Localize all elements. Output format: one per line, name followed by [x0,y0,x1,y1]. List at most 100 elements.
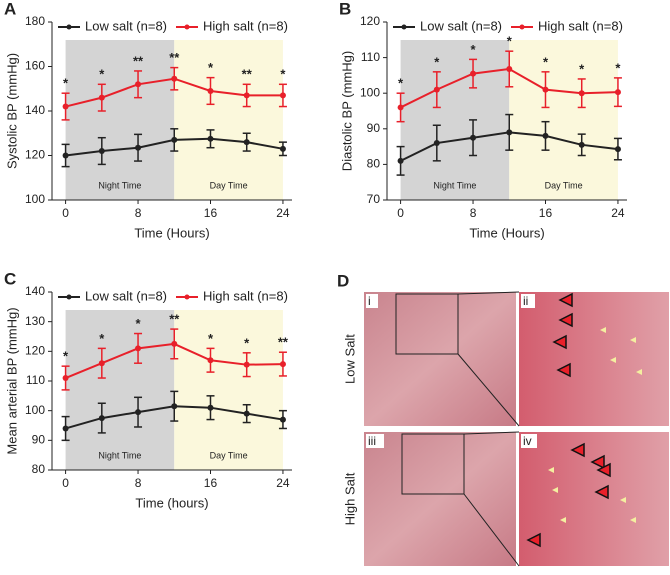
point [433,140,440,147]
histology-image [519,292,669,426]
label-box [521,434,537,448]
y-axis-label: Systolic BP (mmHg) [4,53,19,169]
x-tick-label: 0 [62,206,69,220]
point [171,75,178,82]
y-tick-label: 160 [25,59,45,73]
x-tick-label: 0 [397,206,404,220]
point [397,157,404,164]
x-tick-label: 24 [276,206,290,220]
y-tick-label: 180 [25,14,45,28]
legend-label: Low salt (n=8) [420,18,502,33]
significance: ** [242,67,253,82]
histology-image [364,432,516,566]
legend-marker [184,24,190,30]
shaded-region [65,40,175,200]
x-tick-label: 16 [539,206,553,220]
point [207,357,214,364]
y-tick-label: 110 [26,373,45,387]
histology-panel: D i ii iii iv Low Salt High Salt [337,271,669,567]
y-tick-label: 110 [361,50,380,64]
x-tick-label: 8 [135,476,142,490]
zoom-box [401,433,465,495]
y-tick-label: 140 [25,103,45,117]
significance: * [579,61,585,76]
histology-image [519,432,669,566]
point [243,410,250,417]
point [279,145,286,152]
point [243,92,250,99]
zoom-line [463,431,520,435]
point [62,375,69,382]
image-label: i [368,294,371,308]
point [506,129,513,136]
y-tick-label: 130 [25,314,45,328]
row-label: Low Salt [342,334,357,384]
y-tick-label: 80 [32,462,46,476]
significance: ** [133,53,144,68]
shaded-label: Night Time [98,450,141,460]
panel-letter: C [4,269,16,288]
panel-letter: A [4,0,16,18]
x-tick-label: 24 [611,206,625,220]
point [433,86,440,93]
y-tick-label: 140 [25,284,45,298]
point [243,139,250,146]
legend-marker [401,24,407,30]
shaded-label: Night Time [433,180,476,190]
point [614,146,621,153]
x-tick-label: 8 [135,206,142,220]
shaded-region [174,40,283,200]
image-label: ii [523,294,528,308]
significance: * [434,54,440,69]
point [135,345,142,352]
zoom-box [395,293,459,355]
shaded-region [400,40,510,200]
shaded-label: Day Time [210,450,248,460]
point [578,90,585,97]
significance: * [615,60,621,75]
point [135,81,142,88]
y-tick-label: 100 [25,192,45,206]
arrowheads [526,292,611,548]
legend-label: Low salt (n=8) [85,288,167,303]
x-axis-label: Time (hours) [135,495,208,510]
point [98,148,105,155]
shaded-region [509,40,618,200]
significance: * [543,54,549,69]
point [614,89,621,96]
point [279,361,286,368]
point [98,360,105,367]
histology-image [364,292,516,426]
zoom-line [463,493,520,567]
row-label: High Salt [342,472,357,525]
shaded-region [65,310,175,470]
significance: * [208,331,214,346]
zoom-line [457,291,520,295]
legend-label: High salt (n=8) [203,288,288,303]
small-arrowheads [548,327,642,523]
shaded-label: Day Time [210,180,248,190]
significance: * [99,67,105,82]
panel-letter: B [339,0,351,18]
legend-marker [66,294,72,300]
point [470,70,477,77]
significance: * [398,76,404,91]
point [135,409,142,416]
shaded-label: Day Time [545,180,583,190]
point [578,141,585,148]
point [207,135,214,142]
point [542,132,549,139]
point [62,425,69,432]
y-tick-label: 120 [360,14,380,28]
point [279,92,286,99]
x-axis-label: Time (Hours) [134,225,209,240]
label-box [521,294,535,308]
point [470,134,477,141]
y-tick-label: 70 [367,192,381,206]
shaded-region [174,310,283,470]
x-axis-label: Time (Hours) [469,225,544,240]
shaded-label: Night Time [98,180,141,190]
significance: ** [278,335,289,350]
legend-label: High salt (n=8) [203,18,288,33]
